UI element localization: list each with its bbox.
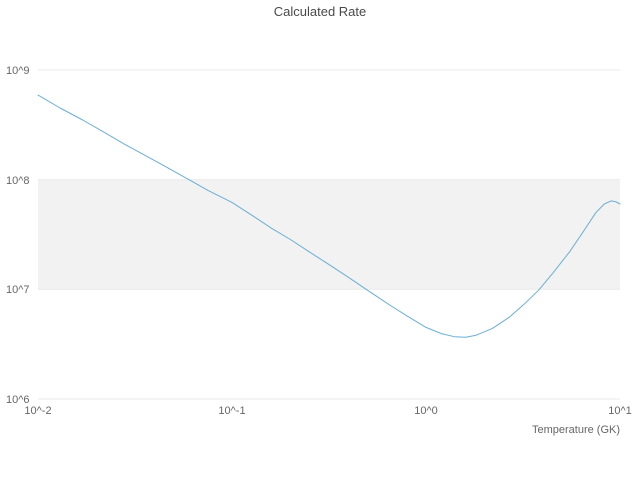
y-tick-1e8: 10^8 <box>6 175 30 187</box>
y-tick-1e9: 10^9 <box>6 65 30 77</box>
rate-curve <box>37 94 621 338</box>
x-axis-label: Temperature (GK) <box>532 424 620 436</box>
x-tick-1e-1: 10^-1 <box>218 405 245 417</box>
x-tick-1e-2: 10^-2 <box>24 405 51 417</box>
y-tick-1e6: 10^6 <box>6 394 30 406</box>
x-tick-1e1: 10^1 <box>608 405 632 417</box>
y-tick-1e7: 10^7 <box>6 284 30 296</box>
gridlines <box>38 69 620 400</box>
rate-band <box>38 179 620 290</box>
chart-title: Calculated Rate <box>274 4 367 19</box>
x-tick-1e0: 10^0 <box>414 405 438 417</box>
